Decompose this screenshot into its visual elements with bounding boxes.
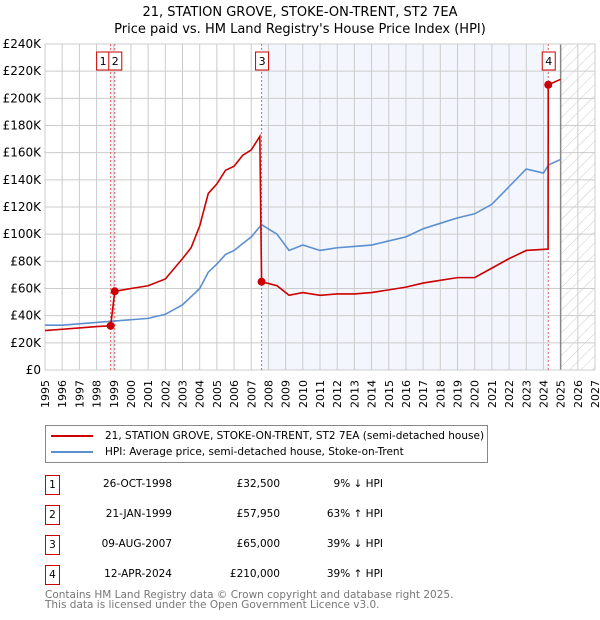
series-line [45,158,561,326]
y-tick-label: £220K [3,64,43,78]
sale-number: 2 [45,505,60,525]
x-tick-label: 2021 [486,380,499,408]
sale-row: 2 21-JAN-1999 £57,950 63% ↑ HPI [45,505,465,525]
y-tick-label: £0 [26,363,41,377]
sale-price: £210,000 [229,568,280,580]
x-tick-label: 2010 [297,380,310,408]
x-tick-label: 1999 [108,380,121,408]
sale-point [106,321,115,330]
sale-label: 2 [112,55,119,68]
sale-number: 3 [45,535,60,555]
y-tick-label: £200K [3,91,43,105]
sale-hpi-diff: 39% ↑ HPI [326,568,383,580]
x-tick-label: 2011 [314,380,327,408]
x-tick-label: 1995 [39,380,52,408]
sale-date: 09-AUG-2007 [101,538,172,550]
x-tick-label: 1997 [73,380,86,408]
sale-date: 26-OCT-1998 [103,478,172,490]
legend-swatch [51,435,93,437]
sale-number: 1 [45,475,60,495]
x-tick-label: 2005 [211,380,224,408]
sale-price: £32,500 [236,478,280,490]
sale-number: 4 [45,565,60,585]
y-tick-label: £40K [10,309,42,323]
legend-label: 21, STATION GROVE, STOKE-ON-TRENT, ST2 7… [105,430,485,442]
chart-title: 21, STATION GROVE, STOKE-ON-TRENT, ST2 7… [142,5,458,20]
x-tick-label: 2014 [366,380,379,408]
sale-row: 1 26-OCT-1998 £32,500 9% ↓ HPI [45,475,465,495]
x-tick-label: 2000 [125,380,138,408]
x-tick-label: 2024 [537,380,550,408]
legend: 21, STATION GROVE, STOKE-ON-TRENT, ST2 7… [45,425,488,463]
x-tick-label: 1996 [56,380,69,408]
sale-label-box [108,51,123,71]
x-tick-label: 2012 [331,380,344,408]
footer-line: This data is licensed under the Open Gov… [45,599,380,611]
x-tick-label: 2017 [417,380,430,408]
sale-price: £65,000 [236,538,280,550]
x-tick-label: 2026 [572,380,585,408]
x-tick-label: 2018 [434,380,447,408]
y-tick-label: £140K [3,173,43,187]
x-tick-label: 2009 [280,380,293,408]
legend-item-hpi: HPI: Average price, semi-detached house,… [46,444,404,460]
sale-row: 3 09-AUG-2007 £65,000 39% ↓ HPI [45,535,465,555]
sale-point [257,277,266,286]
x-tick-label: 2007 [245,380,258,408]
legend-swatch [51,451,93,453]
sale-label: 1 [100,55,107,68]
y-tick-label: £120K [3,200,43,214]
footer: Contains HM Land Registry data © Crown c… [45,589,454,611]
x-tick-label: 2016 [400,380,413,408]
sale-point [110,287,119,296]
x-tick-label: 2004 [194,380,207,408]
sale-price: £57,950 [236,508,280,520]
x-tick-label: 1998 [91,380,104,408]
y-tick-label: £20K [10,336,42,350]
y-tick-label: £80K [10,254,42,268]
x-tick-label: 2001 [142,380,155,408]
x-tick-label: 2008 [262,380,275,408]
sale-hpi-diff: 9% ↓ HPI [333,478,383,490]
x-tick-label: 2027 [589,380,600,408]
x-tick-label: 2020 [469,380,482,408]
x-tick-label: 2022 [503,380,516,408]
x-tick-label: 2003 [177,380,190,408]
x-tick-label: 2023 [520,380,533,408]
sale-row: 4 12-APR-2024 £210,000 39% ↑ HPI [45,565,465,585]
sale-label: 4 [545,55,552,68]
y-tick-label: £240K [3,37,43,51]
x-tick-label: 2019 [452,380,465,408]
sale-label-box [255,51,270,71]
sale-date: 12-APR-2024 [104,568,172,580]
legend-label: HPI: Average price, semi-detached house,… [105,446,404,458]
x-tick-label: 2006 [228,380,241,408]
y-tick-label: £160K [3,146,43,160]
chart-subtitle: Price paid vs. HM Land Registry's House … [114,22,486,37]
x-tick-label: 2013 [348,380,361,408]
x-tick-label: 2015 [383,380,396,408]
sale-label-box [541,51,556,71]
sale-point [544,80,553,89]
y-tick-label: £180K [3,119,43,133]
sale-hpi-diff: 39% ↓ HPI [326,538,383,550]
y-tick-label: £100K [3,227,43,241]
sale-date: 21-JAN-1999 [105,508,172,520]
x-tick-label: 2025 [555,380,568,408]
legend-item-property: 21, STATION GROVE, STOKE-ON-TRENT, ST2 7… [46,428,484,444]
chart: 1995 1996 1997 1998 1999 2000 2001 2002 2003 2004… [3,37,600,408]
y-tick-label: £60K [10,282,42,296]
plot-border [44,43,596,371]
footer-line: Contains HM Land Registry data © Crown c… [45,589,454,601]
sale-label: 3 [259,55,266,68]
sale-hpi-diff: 63% ↑ HPI [326,508,383,520]
x-tick-label: 2002 [159,380,172,408]
